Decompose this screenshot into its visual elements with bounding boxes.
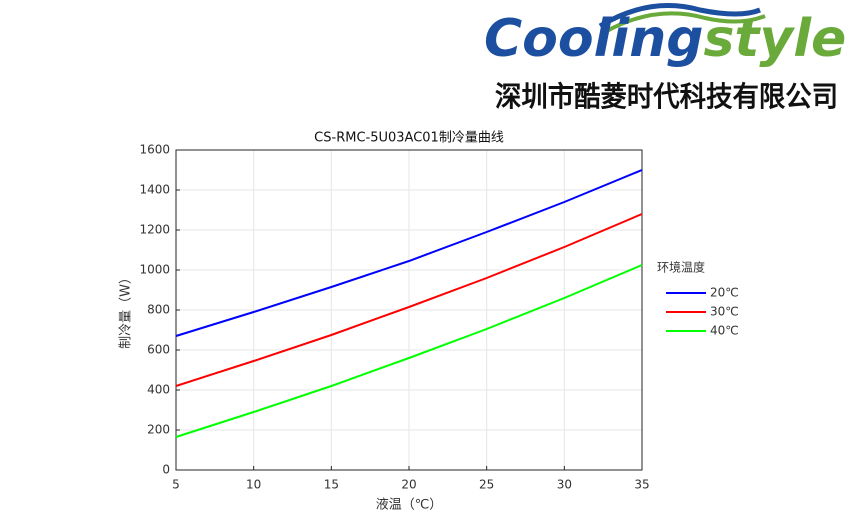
series-line — [175, 169, 643, 337]
chart-title: CS-RMC-5U03AC01制冷量曲线 — [314, 131, 504, 146]
logo-swoosh — [604, 11, 766, 34]
logo-swoosh — [598, 3, 761, 29]
y-tick-label: 600 — [147, 343, 170, 357]
x-axis-label: 液温（℃） — [376, 498, 443, 513]
y-tick-label: 400 — [147, 383, 170, 397]
series-line — [175, 264, 643, 438]
y-tick-label: 200 — [147, 423, 170, 437]
y-tick-label: 1000 — [139, 263, 170, 277]
legend-label: 40℃ — [710, 324, 739, 338]
logo: Coolingstyle — [484, 9, 846, 69]
x-tick-label: 15 — [324, 478, 339, 492]
logo-part: style — [704, 9, 847, 69]
x-tick-label: 20 — [401, 478, 416, 492]
y-tick-label: 800 — [147, 303, 170, 317]
x-tick-label: 35 — [634, 478, 649, 492]
y-tick-label: 1400 — [139, 183, 170, 197]
legend-title: 环境温度 — [657, 260, 705, 275]
y-tick-label: 0 — [162, 463, 170, 477]
series-line — [175, 213, 643, 387]
x-tick-label: 5 — [172, 478, 180, 492]
y-tick-label: 1200 — [139, 223, 170, 237]
logo-part: Cooling — [484, 9, 704, 69]
y-tick-label: 1600 — [139, 143, 170, 157]
plot-frame — [175, 149, 643, 471]
x-tick-label: 30 — [557, 478, 572, 492]
company-name: 深圳市酷菱时代科技有限公司 — [495, 80, 838, 113]
y-axis-label: 制冷量（W） — [119, 271, 134, 349]
legend-label: 30℃ — [710, 305, 739, 319]
x-tick-label: 25 — [479, 478, 494, 492]
legend-label: 20℃ — [710, 286, 739, 300]
x-tick-label: 10 — [246, 478, 261, 492]
